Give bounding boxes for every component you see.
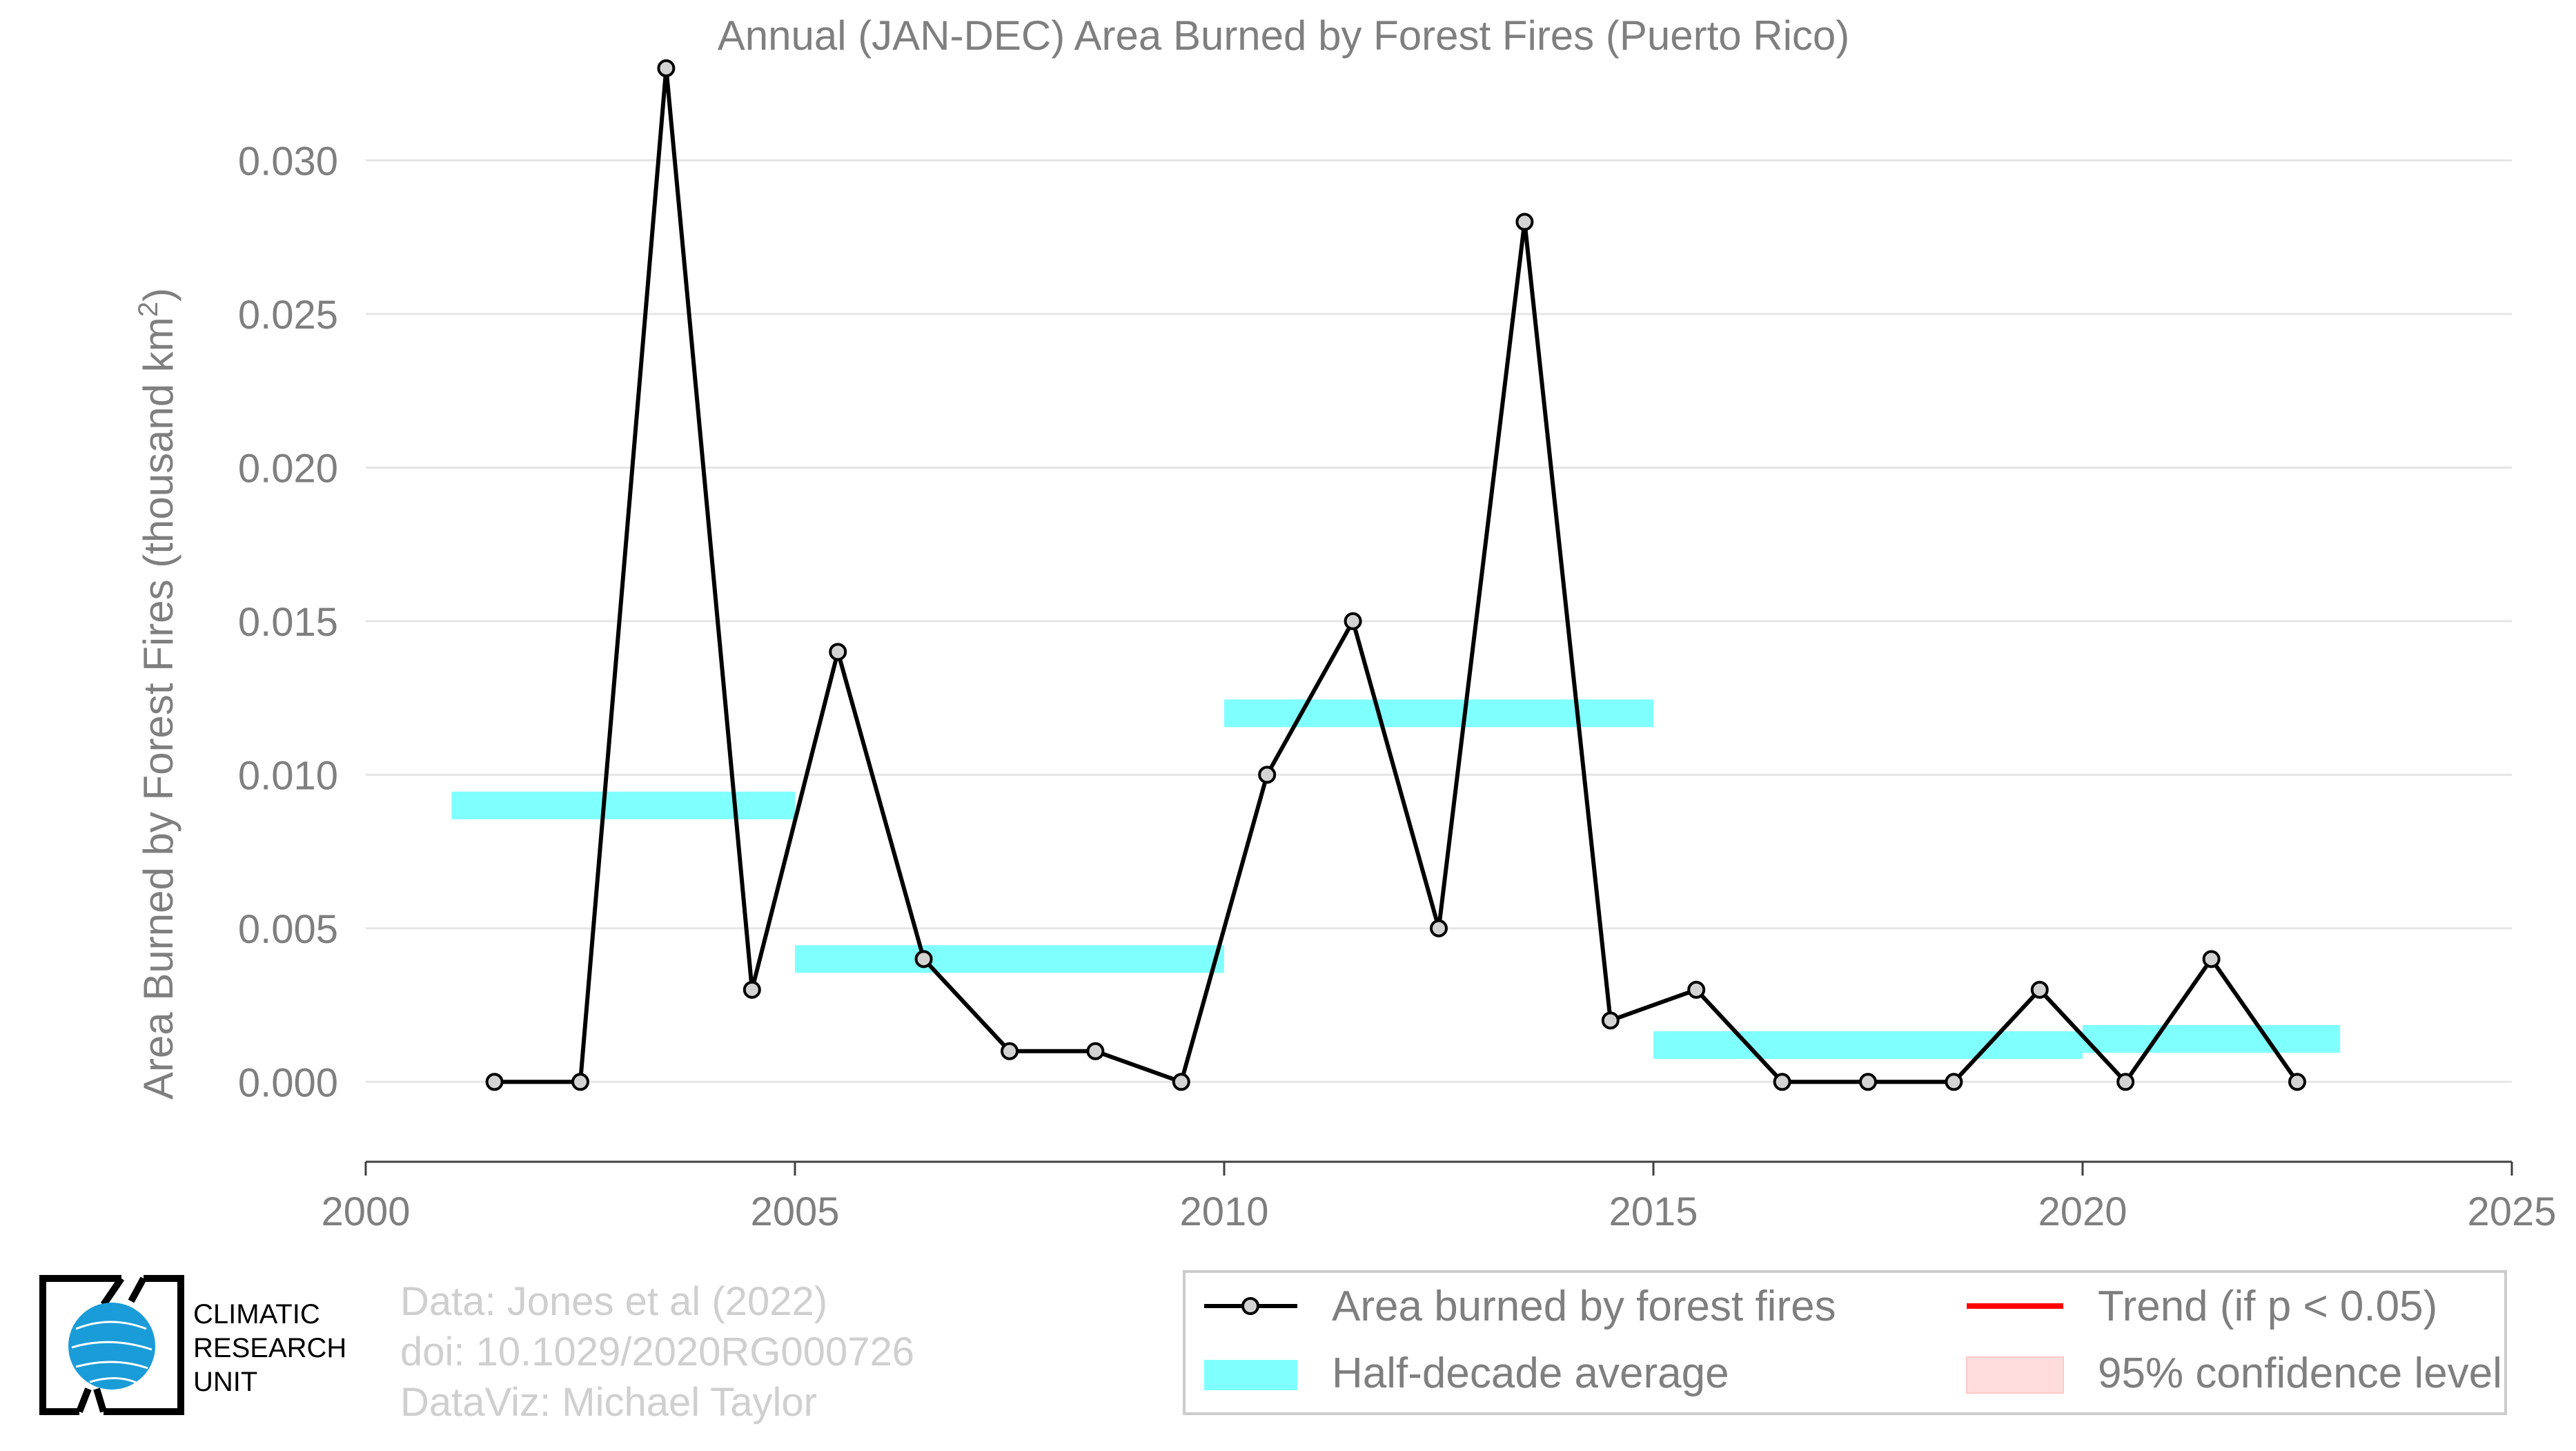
y-axis-label: Area Burned by Forest Fires (thousand km… bbox=[133, 288, 181, 1100]
legend-label-half-decade: Half-decade average bbox=[1332, 1350, 1729, 1397]
y-axis-label-superscript: 2 bbox=[133, 302, 164, 317]
y-tick-label: 0.020 bbox=[238, 446, 338, 491]
data-point bbox=[571, 1073, 589, 1091]
legend-confidence-swatch bbox=[1966, 1356, 2064, 1394]
logo-text-research: RESEARCH bbox=[193, 1333, 346, 1363]
data-point bbox=[914, 950, 933, 968]
half-decade-band bbox=[795, 945, 1224, 973]
y-tick-label: 0.010 bbox=[238, 753, 338, 798]
data-point bbox=[1172, 1073, 1190, 1091]
y-tick-label: 0.000 bbox=[238, 1060, 338, 1105]
credit-doi: doi: 10.1029/2020RG000726 bbox=[400, 1330, 914, 1374]
data-point bbox=[1945, 1073, 1963, 1091]
chart-title: Annual (JAN-DEC) Area Burned by Forest F… bbox=[718, 12, 1850, 59]
legend: Area burned by forest fires Trend (if p … bbox=[1183, 1270, 2507, 1415]
data-point bbox=[2116, 1073, 2135, 1091]
credit-dataviz: DataViz: Michael Taylor bbox=[400, 1380, 817, 1425]
series-layer bbox=[485, 59, 2306, 1091]
x-tick-label: 2000 bbox=[321, 1189, 410, 1234]
half-decade-band bbox=[451, 791, 795, 819]
x-tick-layer: 2000 2005 2010 2015 2020 2025 bbox=[321, 1162, 2557, 1234]
half-decade-layer bbox=[451, 699, 2341, 1059]
x-tick-label: 2010 bbox=[1179, 1189, 1268, 1234]
y-tick-label: 0.025 bbox=[238, 293, 338, 338]
credit-data: Data: Jones et al (2022) bbox=[400, 1279, 827, 1324]
data-point bbox=[1001, 1042, 1019, 1060]
data-point bbox=[1258, 766, 1277, 784]
data-point bbox=[2202, 950, 2221, 968]
logo-globe-lines bbox=[71, 1321, 153, 1385]
legend-label-trend: Trend (if p < 0.05) bbox=[2098, 1283, 2437, 1330]
data-point bbox=[1086, 1042, 1105, 1060]
y-tick-label: 0.005 bbox=[238, 907, 338, 952]
data-point bbox=[1773, 1073, 1791, 1091]
legend-box bbox=[1183, 1270, 2507, 1415]
data-point bbox=[485, 1073, 504, 1091]
data-point bbox=[829, 643, 847, 661]
half-decade-band bbox=[1653, 1031, 2083, 1059]
y-tick-label: 0.015 bbox=[238, 600, 338, 645]
data-point bbox=[2288, 1073, 2306, 1091]
data-point bbox=[1430, 919, 1448, 937]
data-point bbox=[1859, 1073, 1877, 1091]
y-tick-label: 0.030 bbox=[238, 139, 338, 184]
grid-layer bbox=[366, 159, 2512, 1083]
logo-frame bbox=[39, 1275, 184, 1415]
data-point bbox=[1687, 980, 1706, 999]
data-point bbox=[1515, 213, 1534, 231]
data-point bbox=[1344, 612, 1362, 630]
logo-text-unit: UNIT bbox=[193, 1367, 257, 1397]
half-decade-band bbox=[1224, 699, 1653, 728]
cru-logo: CLIMATIC RESEARCH UNIT bbox=[39, 1275, 346, 1415]
logo-text-climatic: CLIMATIC bbox=[193, 1299, 320, 1330]
legend-half-decade-swatch bbox=[1204, 1360, 1297, 1390]
x-tick-label: 2015 bbox=[1609, 1189, 1698, 1234]
y-axis-label-close: ) bbox=[135, 288, 181, 302]
y-axis-label-text: Area Burned by Forest Fires (thousand km bbox=[135, 317, 181, 1100]
data-point bbox=[657, 59, 676, 77]
x-tick-label: 2025 bbox=[2467, 1189, 2556, 1234]
y-tick-layer: 0.000 0.005 0.010 0.015 0.020 0.025 0.030 bbox=[238, 139, 338, 1105]
x-tick-label: 2020 bbox=[2038, 1189, 2127, 1234]
data-point bbox=[2030, 980, 2049, 999]
legend-label-confidence: 95% confidence level bbox=[2098, 1350, 2502, 1397]
series-line bbox=[494, 66, 2299, 1084]
data-point bbox=[743, 980, 761, 999]
legend-label-series: Area burned by forest fires bbox=[1332, 1283, 1836, 1330]
data-point bbox=[1601, 1011, 1620, 1030]
x-tick-label: 2005 bbox=[750, 1189, 839, 1234]
half-decade-band bbox=[2083, 1025, 2341, 1053]
legend-series-marker-swatch bbox=[1241, 1297, 1259, 1315]
